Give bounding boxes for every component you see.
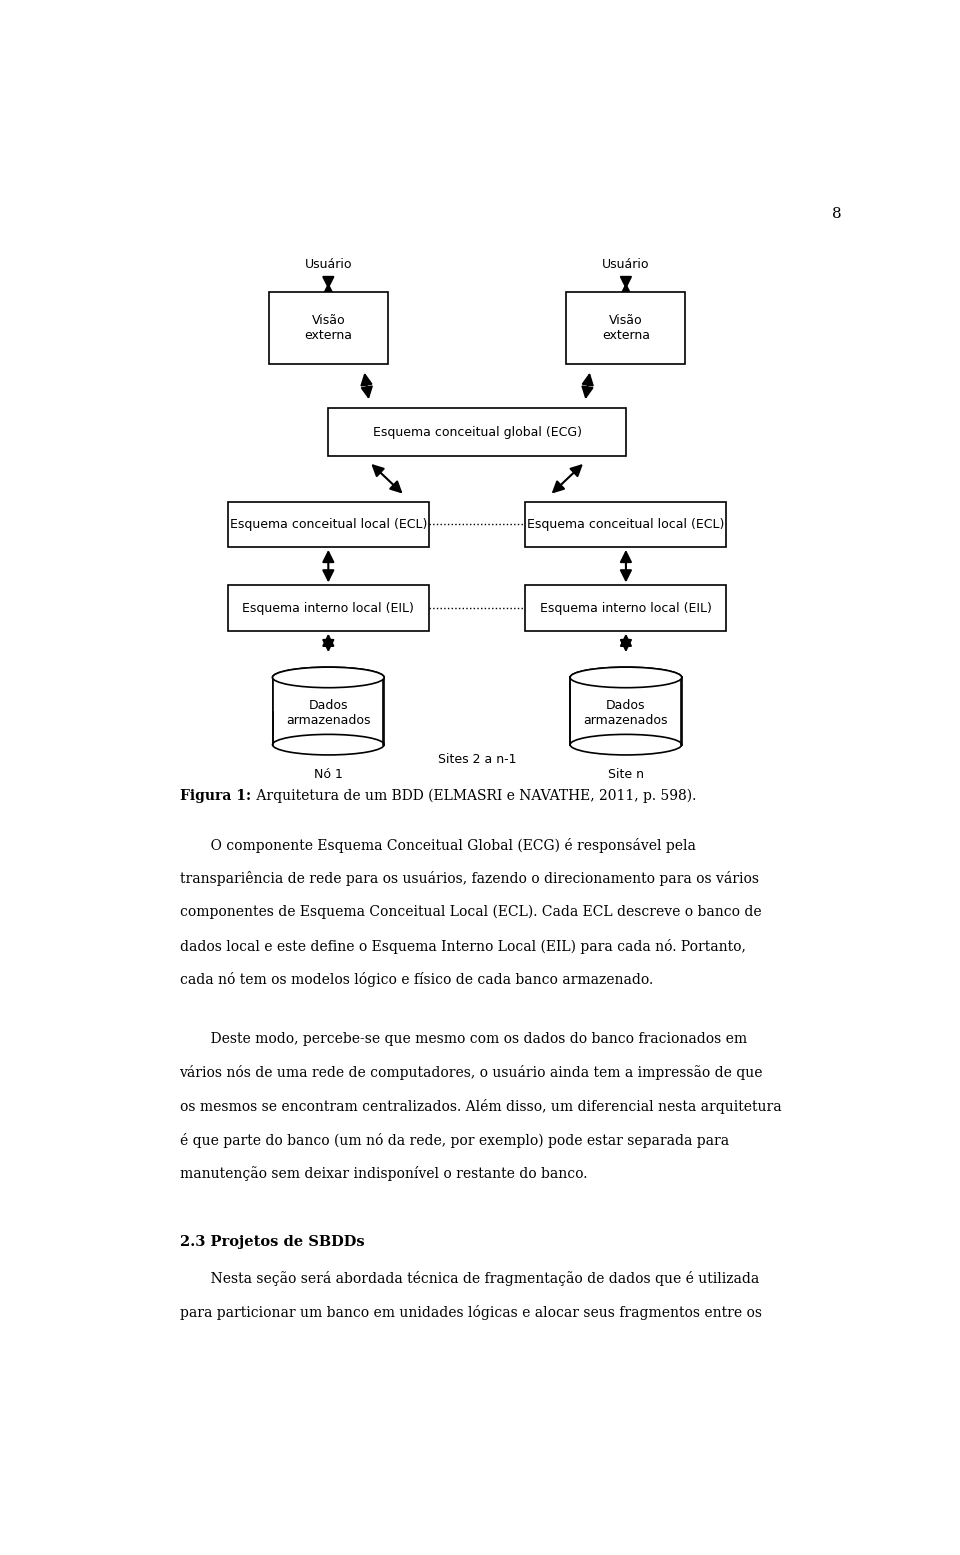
Text: Site n: Site n bbox=[608, 768, 644, 781]
Text: vários nós de uma rede de computadores, o usuário ainda tem a impressão de que: vários nós de uma rede de computadores, … bbox=[180, 1065, 763, 1081]
FancyBboxPatch shape bbox=[525, 502, 727, 547]
Ellipse shape bbox=[570, 667, 682, 687]
Text: 2.3 Projetos de SBDDs: 2.3 Projetos de SBDDs bbox=[180, 1236, 364, 1250]
Text: Visão
externa: Visão externa bbox=[304, 314, 352, 342]
FancyBboxPatch shape bbox=[274, 676, 383, 711]
Ellipse shape bbox=[273, 667, 384, 687]
FancyBboxPatch shape bbox=[228, 502, 429, 547]
FancyBboxPatch shape bbox=[269, 292, 388, 364]
Text: Dados
armazenados: Dados armazenados bbox=[584, 700, 668, 728]
Text: manutenção sem deixar indisponível o restante do banco.: manutenção sem deixar indisponível o res… bbox=[180, 1166, 587, 1182]
Text: Esquema interno local (EIL): Esquema interno local (EIL) bbox=[242, 602, 415, 614]
FancyBboxPatch shape bbox=[228, 585, 429, 631]
Text: O componente Esquema Conceitual Global (ECG) é responsável pela: O componente Esquema Conceitual Global (… bbox=[180, 838, 695, 854]
FancyBboxPatch shape bbox=[571, 676, 681, 711]
Text: Sites 2 a n-1: Sites 2 a n-1 bbox=[438, 753, 516, 767]
Text: para particionar um banco em unidades lógicas e alocar seus fragmentos entre os: para particionar um banco em unidades ló… bbox=[180, 1305, 761, 1320]
Text: Nesta seção será abordada técnica de fragmentação de dados que é utilizada: Nesta seção será abordada técnica de fra… bbox=[180, 1272, 758, 1286]
Text: dados local e este define o Esquema Interno Local (EIL) para cada nó. Portanto,: dados local e este define o Esquema Inte… bbox=[180, 939, 745, 953]
Text: componentes de Esquema Conceitual Local (ECL). Cada ECL descreve o banco de: componentes de Esquema Conceitual Local … bbox=[180, 905, 761, 919]
Text: Visão
externa: Visão externa bbox=[602, 314, 650, 342]
FancyBboxPatch shape bbox=[566, 292, 685, 364]
Text: Arquitetura de um BDD (ELMASRI e NAVATHE, 2011, p. 598).: Arquitetura de um BDD (ELMASRI e NAVATHE… bbox=[252, 788, 697, 804]
Text: Deste modo, percebe-se que mesmo com os dados do banco fracionados em: Deste modo, percebe-se que mesmo com os … bbox=[180, 1033, 747, 1047]
Text: Esquema conceitual local (ECL): Esquema conceitual local (ECL) bbox=[229, 518, 427, 530]
FancyBboxPatch shape bbox=[273, 678, 384, 745]
FancyBboxPatch shape bbox=[525, 585, 727, 631]
Text: é que parte do banco (um nó da rede, por exemplo) pode estar separada para: é que parte do banco (um nó da rede, por… bbox=[180, 1132, 729, 1148]
Text: Usuário: Usuário bbox=[602, 258, 650, 271]
Text: os mesmos se encontram centralizados. Além disso, um diferencial nesta arquitetu: os mesmos se encontram centralizados. Al… bbox=[180, 1099, 781, 1113]
Ellipse shape bbox=[273, 667, 384, 687]
Text: Esquema conceitual global (ECG): Esquema conceitual global (ECG) bbox=[372, 426, 582, 439]
Ellipse shape bbox=[273, 734, 384, 754]
Ellipse shape bbox=[570, 734, 682, 754]
Text: Figura 1:: Figura 1: bbox=[180, 788, 251, 802]
Text: Esquema interno local (EIL): Esquema interno local (EIL) bbox=[540, 602, 712, 614]
Text: Usuário: Usuário bbox=[304, 258, 352, 271]
Ellipse shape bbox=[570, 667, 682, 687]
Text: 8: 8 bbox=[832, 207, 842, 221]
Text: cada nó tem os modelos lógico e físico de cada banco armazenado.: cada nó tem os modelos lógico e físico d… bbox=[180, 972, 653, 987]
Text: Nó 1: Nó 1 bbox=[314, 768, 343, 781]
FancyBboxPatch shape bbox=[328, 407, 626, 456]
Text: transpariência de rede para os usuários, fazendo o direcionamento para os vários: transpariência de rede para os usuários,… bbox=[180, 871, 758, 886]
Text: Esquema conceitual local (ECL): Esquema conceitual local (ECL) bbox=[527, 518, 725, 530]
FancyBboxPatch shape bbox=[570, 678, 682, 745]
Text: Dados
armazenados: Dados armazenados bbox=[286, 700, 371, 728]
